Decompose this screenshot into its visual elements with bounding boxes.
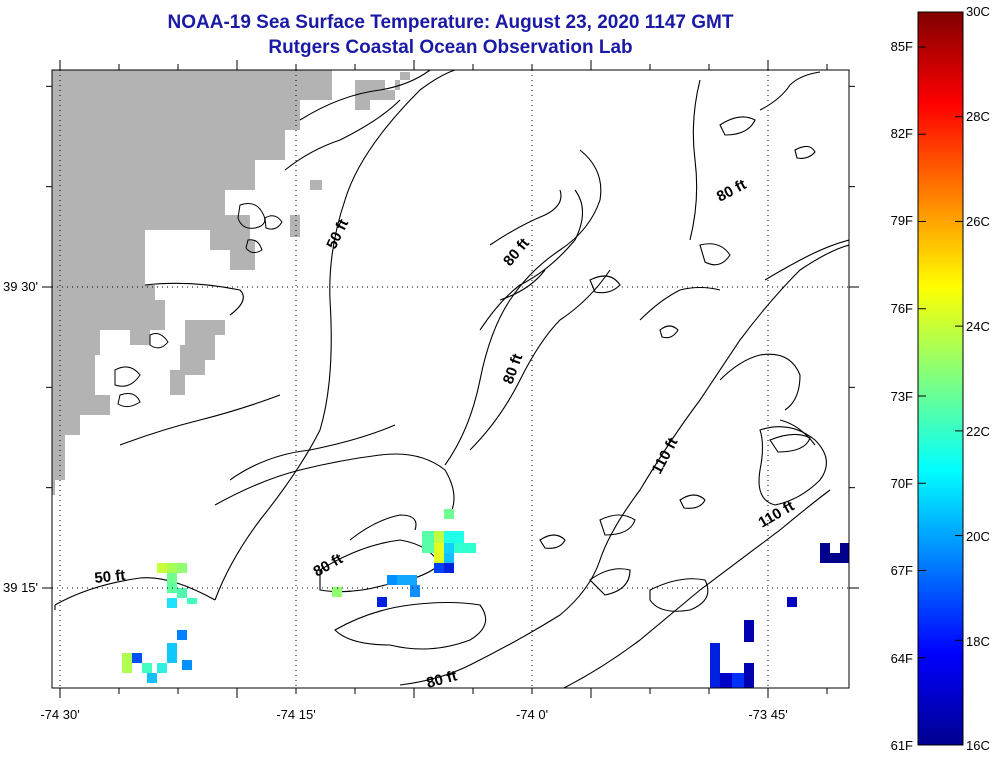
contour-label: 80 ft: [500, 235, 533, 270]
celsius-label: 24C: [966, 319, 990, 334]
celsius-label: 16C: [966, 738, 990, 753]
sst-pixels: [122, 509, 849, 688]
contour-labels: 50 ft 50 ft 80 ft 80 ft 80 ft 80 ft 80 f…: [94, 176, 798, 691]
lat-label: 39 15': [3, 580, 38, 595]
coastline: [114, 203, 283, 408]
land-block: [310, 180, 322, 190]
lon-label: -74 0': [516, 707, 548, 722]
celsius-label: 30C: [966, 4, 990, 19]
colorbar: [917, 11, 964, 746]
fahrenheit-label: 73F: [891, 389, 913, 404]
lat-lon-grid: [52, 70, 849, 688]
lon-label: -73 45': [748, 707, 787, 722]
land-patch: [355, 72, 410, 110]
contour-label: 50 ft: [323, 217, 352, 252]
fahrenheit-label: 76F: [891, 301, 913, 316]
contour-label: 80 ft: [500, 352, 527, 387]
fahrenheit-label: 61F: [891, 738, 913, 753]
celsius-label: 18C: [966, 634, 990, 649]
colorbar-fahrenheit-labels: 85F 82F 79F 76F 73F 70F 67F 64F 61F: [891, 39, 913, 753]
fahrenheit-label: 70F: [891, 476, 913, 491]
celsius-label: 22C: [966, 424, 990, 439]
fahrenheit-label: 82F: [891, 126, 913, 141]
contour-label: 50 ft: [94, 567, 126, 587]
fahrenheit-label: 67F: [891, 563, 913, 578]
contour-label: 110 ft: [756, 498, 798, 532]
lon-label: -74 15': [276, 707, 315, 722]
land-block: [290, 215, 300, 237]
colorbar-ticks: [918, 11, 963, 746]
land-mass: [52, 70, 332, 495]
celsius-label: 28C: [966, 109, 990, 124]
lon-label: -74 30': [40, 707, 79, 722]
contour-label: 80 ft: [425, 667, 459, 691]
celsius-label: 20C: [966, 529, 990, 544]
colorbar-celsius-labels: 30C 28C 26C 24C 22C 20C 18C 16C: [966, 4, 990, 753]
map-frame: [51, 69, 850, 689]
latitude-labels: 39 30' 39 15': [3, 279, 38, 595]
fahrenheit-label: 79F: [891, 213, 913, 228]
fahrenheit-label: 64F: [891, 651, 913, 666]
celsius-label: 26C: [966, 214, 990, 229]
land-peninsula: [170, 320, 225, 395]
lat-label: 39 30': [3, 279, 38, 294]
map-subtitle: Rutgers Coastal Ocean Observation Lab: [268, 37, 633, 58]
axis-ticks: [42, 60, 859, 698]
longitude-labels: -74 30' -74 15' -74 0' -73 45': [40, 707, 787, 722]
fahrenheit-label: 85F: [891, 39, 913, 54]
depth-contours: [54, 70, 849, 688]
map-title: NOAA-19 Sea Surface Temperature: August …: [167, 12, 734, 33]
contour-label: 110 ft: [649, 435, 682, 477]
contour-label: 80 ft: [311, 550, 346, 580]
contour-label: 80 ft: [714, 176, 749, 205]
